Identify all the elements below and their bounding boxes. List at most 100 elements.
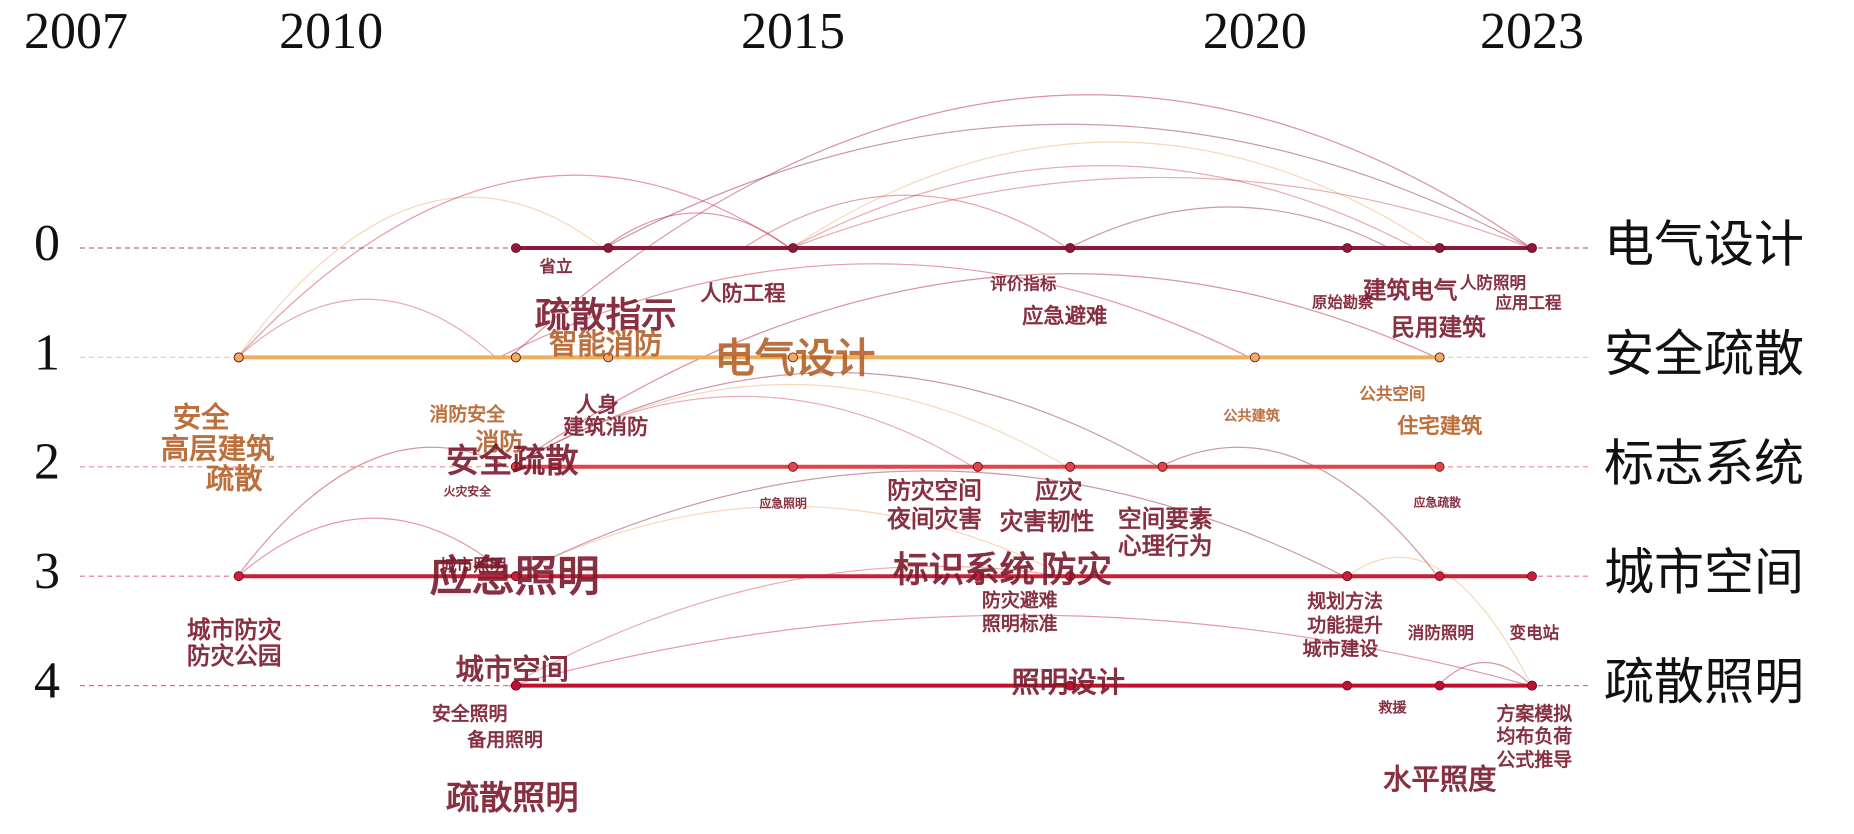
link-arc bbox=[508, 94, 1533, 359]
link-arc bbox=[510, 384, 1069, 468]
keyword-label: 照明标准 bbox=[982, 613, 1058, 635]
x-tick-label: 2023 bbox=[1480, 3, 1584, 60]
link-arc bbox=[790, 176, 1533, 249]
link-arc bbox=[510, 470, 1347, 578]
keyword-label: 变电站 bbox=[1510, 623, 1560, 643]
keyword-label: 疏散 bbox=[206, 462, 263, 495]
keyword-label: 标识系统 bbox=[893, 549, 1035, 590]
keyword-node bbox=[1527, 571, 1537, 582]
keyword-label: 应灾 bbox=[1035, 477, 1083, 505]
keyword-node bbox=[788, 243, 798, 253]
keyword-label: 水平照度 bbox=[1383, 763, 1497, 796]
link-arc bbox=[510, 372, 1160, 468]
link-arc bbox=[1436, 662, 1533, 687]
link-arc bbox=[742, 194, 1069, 249]
keyword-node bbox=[510, 461, 521, 472]
keyword-label: 城市防灾 bbox=[187, 616, 282, 644]
keyword-label: 高层建筑 bbox=[161, 433, 275, 466]
link-arc bbox=[510, 273, 1439, 468]
keyword-label: 应急照明 bbox=[429, 552, 599, 602]
keyword-label: 安全 bbox=[173, 401, 230, 434]
x-tick-label: 2020 bbox=[1203, 3, 1307, 60]
keyword-node bbox=[1065, 243, 1076, 253]
keyword-node bbox=[233, 571, 244, 582]
keyword-label: 空间要素 bbox=[1118, 505, 1213, 533]
keyword-label: 应急疏散 bbox=[1414, 495, 1461, 509]
link-arc bbox=[603, 123, 1533, 249]
keyword-label: 防灾空间 bbox=[887, 477, 982, 505]
keyword-node bbox=[1434, 243, 1445, 253]
link-arc bbox=[496, 263, 1252, 359]
keyword-node bbox=[603, 352, 614, 363]
keyword-label: 建筑电气 bbox=[1363, 277, 1458, 305]
link-arc bbox=[1067, 206, 1391, 249]
link-arc bbox=[1345, 556, 1533, 687]
keyword-node bbox=[1342, 571, 1353, 582]
link-arc bbox=[508, 614, 1533, 687]
keyword-label: 安全疏散 bbox=[446, 441, 578, 480]
keyword-node bbox=[1434, 352, 1445, 363]
keyword-label: 火灾安全 bbox=[444, 485, 491, 499]
keyword-node bbox=[1434, 680, 1445, 691]
keyword-node bbox=[788, 461, 798, 472]
cluster-name: 电气设计 bbox=[1604, 216, 1804, 274]
keyword-label: 防灾避难 bbox=[982, 588, 1058, 611]
cluster-name: 标志系统 bbox=[1604, 434, 1804, 492]
keyword-node bbox=[788, 352, 798, 363]
keyword-node bbox=[233, 352, 244, 363]
keyword-label: 安全照明 bbox=[432, 702, 508, 725]
link-arc bbox=[510, 505, 1069, 578]
link-arc bbox=[236, 174, 791, 359]
keyword-label: 公共空间 bbox=[1359, 384, 1425, 404]
keyword-label: 心理行为 bbox=[1118, 532, 1213, 560]
link-arc bbox=[789, 165, 1417, 249]
link-arcs bbox=[236, 94, 1533, 687]
keyword-node bbox=[1527, 680, 1537, 691]
labels: 2007 2010 2015 2020 2023 0 电气设计 1 安全疏散 2 标志系统 3 城市空间… bbox=[24, 3, 1804, 817]
keyword-node bbox=[510, 680, 521, 691]
keyword-label: 住宅建筑 bbox=[1397, 413, 1483, 439]
keyword-label: 疏散照明 bbox=[446, 778, 578, 817]
keyword-label: 电气设计 bbox=[715, 336, 876, 382]
keyword-node bbox=[510, 571, 521, 582]
cluster-name: 疏散照明 bbox=[1604, 653, 1804, 711]
keyword-label: 建筑消防 bbox=[563, 414, 648, 440]
keyword-label: 消防安全 bbox=[429, 403, 506, 426]
keyword-node bbox=[510, 243, 521, 253]
keyword-label: 省立 bbox=[538, 256, 572, 276]
link-arc bbox=[510, 395, 974, 468]
link-arc bbox=[789, 141, 1438, 249]
keyword-node bbox=[1157, 461, 1168, 472]
keyword-label: 防灾公园 bbox=[187, 642, 282, 670]
keyword-label: 消防照明 bbox=[1408, 623, 1474, 643]
keyword-label: 人防照明 bbox=[1460, 272, 1526, 292]
cluster-number: 2 bbox=[34, 434, 60, 491]
keyword-label: 原始勘察 bbox=[1312, 292, 1374, 311]
keyword-label: 照明设计 bbox=[1011, 666, 1125, 699]
keyword-label: 城市建设 bbox=[1303, 637, 1379, 660]
keyword-label: 规划方法 bbox=[1307, 590, 1383, 613]
keyword-label: 救援 bbox=[1378, 700, 1407, 717]
keyword-label: 城市空间 bbox=[455, 653, 569, 686]
keyword-node bbox=[972, 571, 983, 582]
keyword-label: 公式推导 bbox=[1497, 748, 1573, 771]
keyword-node bbox=[603, 243, 614, 253]
link-arc bbox=[236, 517, 512, 578]
keyword-node bbox=[1434, 461, 1445, 472]
x-tick-label: 2007 bbox=[24, 3, 128, 60]
x-tick-label: 2015 bbox=[741, 3, 845, 60]
cluster-number: 1 bbox=[34, 324, 60, 381]
keyword-label: 人防工程 bbox=[700, 282, 785, 307]
keyword-label: 灾害韧性 bbox=[1000, 507, 1095, 535]
keyword-node bbox=[1342, 243, 1353, 253]
keyword-node bbox=[1065, 571, 1076, 582]
keyword-node bbox=[1249, 352, 1260, 363]
link-arc bbox=[508, 565, 1069, 687]
keyword-node bbox=[1065, 461, 1076, 472]
cluster-name: 城市空间 bbox=[1604, 544, 1804, 602]
keyword-node bbox=[972, 461, 983, 472]
keyword-label: 公共建筑 bbox=[1223, 407, 1281, 424]
link-arc bbox=[236, 298, 498, 359]
link-arc bbox=[602, 212, 791, 249]
